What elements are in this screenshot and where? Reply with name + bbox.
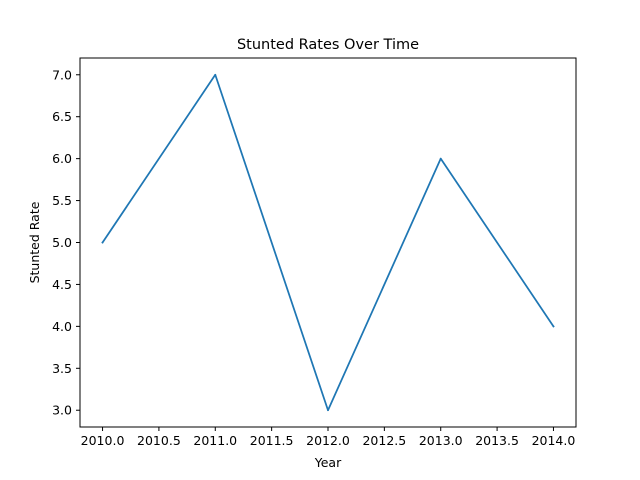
x-tick-label: 2014.0 bbox=[532, 433, 576, 448]
y-tick-label: 7.0 bbox=[52, 67, 72, 82]
series-line bbox=[101, 73, 555, 412]
data-point bbox=[552, 325, 555, 328]
data-point bbox=[439, 157, 442, 160]
y-axis-label: Stunted Rate bbox=[27, 201, 42, 283]
x-tick-label: 2010.5 bbox=[137, 433, 181, 448]
x-axis: 2010.0 2010.5 2011.0 2011.5 2012.0 2012.5 2013… bbox=[81, 427, 576, 448]
y-tick-label: 3.5 bbox=[52, 361, 72, 376]
y-tick-label: 5.5 bbox=[52, 193, 72, 208]
chart-title: Stunted Rates Over Time bbox=[237, 37, 419, 53]
axes-frame bbox=[79, 57, 577, 428]
y-axis: 3.0 3.5 4.0 4.5 5.0 5.5 6.0 6.5 7.0 bbox=[52, 67, 80, 418]
series-group bbox=[101, 73, 555, 412]
x-tick-label: 2013.5 bbox=[475, 433, 519, 448]
x-tick-label: 2010.0 bbox=[81, 433, 125, 448]
y-tick-label: 6.5 bbox=[52, 109, 72, 124]
x-axis-label: Year bbox=[314, 455, 342, 470]
y-tick-label: 4.0 bbox=[52, 319, 72, 334]
data-point bbox=[101, 241, 104, 244]
x-tick-label: 2012.5 bbox=[362, 433, 406, 448]
x-tick-label: 2011.0 bbox=[193, 433, 237, 448]
x-tick-label: 2013.0 bbox=[419, 433, 463, 448]
x-tick-label: 2011.5 bbox=[250, 433, 294, 448]
data-point bbox=[327, 409, 329, 412]
y-tick-label: 6.0 bbox=[52, 151, 72, 166]
data-point bbox=[214, 73, 217, 76]
y-tick-label: 5.0 bbox=[52, 235, 72, 250]
y-tick-label: 4.5 bbox=[52, 277, 72, 292]
plot-area: 2010.0 2010.5 2011.0 2011.5 2012.0 2012.5 2013… bbox=[52, 57, 577, 448]
y-tick-label: 3.0 bbox=[52, 403, 72, 418]
x-tick-label: 2012.0 bbox=[306, 433, 350, 448]
